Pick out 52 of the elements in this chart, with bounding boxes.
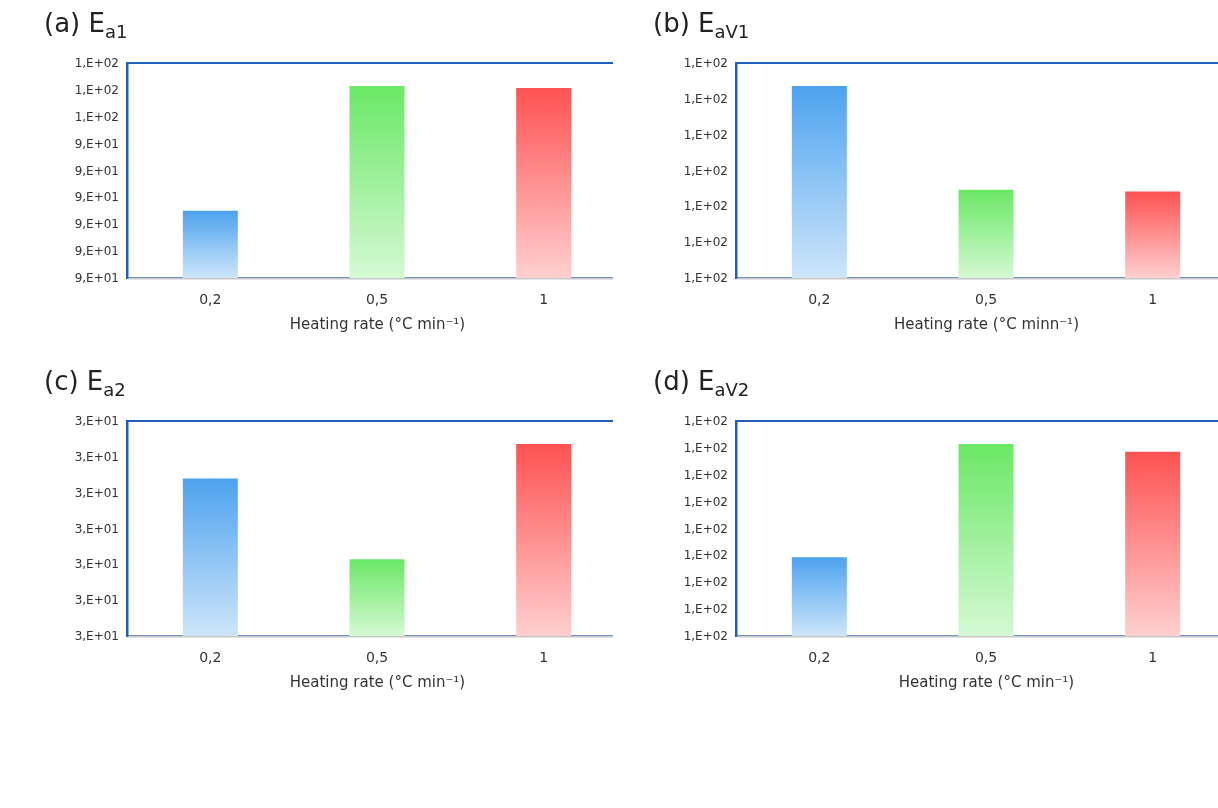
text: 1,E+02: [683, 127, 728, 142]
chart-title: (b) E$_{aV1}$: [652, 8, 751, 45]
x-axis-title: Heating rate (°C min⁻¹): [289, 672, 466, 691]
text: 1,E+02: [683, 467, 728, 482]
text: 9,E+01: [74, 244, 119, 259]
x-tick-label: 0,2: [199, 648, 222, 665]
x-tick-label: 0,5: [365, 290, 389, 307]
text: 3,E+01: [74, 557, 119, 572]
text: 3,E+01: [74, 521, 119, 536]
chart-title: (c) E$_{a2}$: [43, 366, 127, 403]
text: 9,E+01: [74, 217, 119, 232]
x-tick-label: 0,5: [365, 648, 389, 665]
text: 3,E+01: [74, 449, 119, 464]
x-axis-title: Heating rate (°C min⁻¹): [289, 314, 466, 333]
text: 1,E+02: [683, 271, 728, 285]
text: 1,E+02: [683, 414, 728, 428]
text: 9,E+01: [74, 271, 119, 285]
text: 3,E+01: [74, 414, 119, 428]
text: 3,E+01: [74, 485, 119, 500]
text: 1,E+02: [683, 440, 728, 455]
text: 1,E+02: [683, 548, 728, 563]
x-tick-label: 0,5: [974, 290, 998, 307]
chart-title: (a) E$_{a1}$: [43, 8, 129, 45]
text: 9,E+01: [74, 190, 119, 205]
text: 1,E+02: [74, 109, 119, 124]
x-tick-label: 1: [1148, 290, 1158, 307]
x-tick-label: 0,5: [974, 648, 998, 665]
x-tick-label: 0,2: [199, 290, 222, 307]
text: 1,E+02: [74, 82, 119, 97]
x-axis-title: Heating rate (°C min⁻¹): [898, 672, 1075, 691]
x-tick-label: 0,2: [808, 648, 831, 665]
text: 1,E+02: [683, 199, 728, 214]
text: 1,E+02: [683, 56, 728, 70]
text: 1,E+02: [683, 494, 728, 509]
text: 3,E+01: [74, 629, 119, 643]
x-tick-label: 1: [539, 648, 549, 665]
x-axis-title: Heating rate (°C minn⁻¹): [894, 314, 1079, 333]
text: 1,E+02: [683, 163, 728, 178]
text: 1,E+02: [683, 235, 728, 250]
x-tick-label: 0,2: [808, 290, 831, 307]
text: 1,E+02: [74, 56, 119, 70]
chart-title: (d) E$_{aV2}$: [652, 366, 751, 403]
text: 1,E+02: [683, 629, 728, 643]
x-tick-label: 1: [1148, 648, 1158, 665]
text: 1,E+02: [683, 575, 728, 590]
x-tick-label: 1: [539, 290, 549, 307]
text: 1,E+02: [683, 521, 728, 536]
text: 1,E+02: [683, 602, 728, 617]
text: 3,E+01: [74, 593, 119, 608]
text: 9,E+01: [74, 136, 119, 151]
text: 1,E+02: [683, 91, 728, 106]
text: 9,E+01: [74, 163, 119, 178]
